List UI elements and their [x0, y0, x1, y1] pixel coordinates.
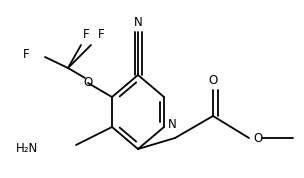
Text: F: F — [23, 48, 30, 62]
Text: N: N — [134, 15, 142, 28]
Text: F: F — [98, 28, 104, 41]
Text: N: N — [168, 119, 177, 132]
Text: O: O — [208, 74, 218, 87]
Text: H₂N: H₂N — [16, 142, 38, 155]
Text: O: O — [253, 132, 262, 145]
Text: O: O — [83, 77, 93, 90]
Text: F: F — [83, 28, 89, 41]
